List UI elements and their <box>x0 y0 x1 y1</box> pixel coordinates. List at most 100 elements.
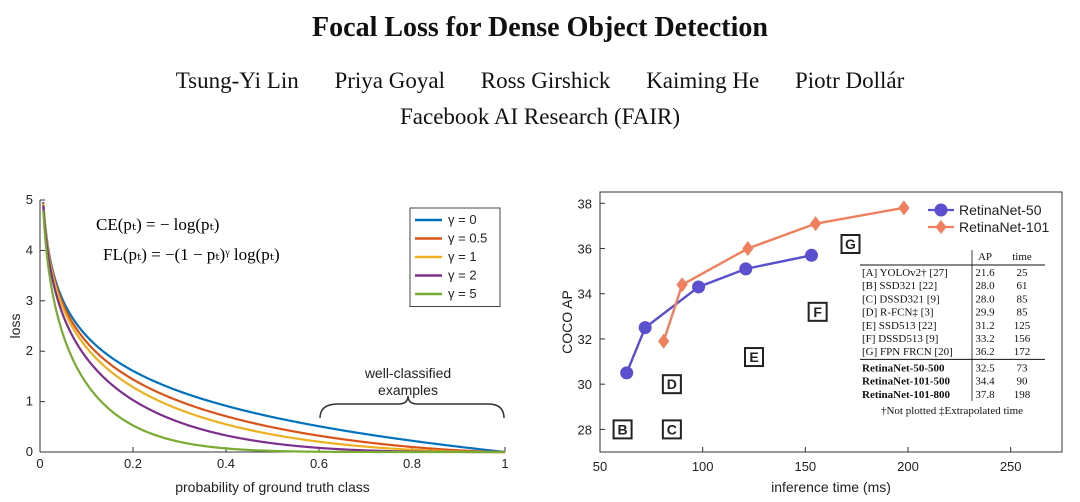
table-method: RetinaNet-50-500 <box>862 362 945 374</box>
method-marker-box <box>840 234 861 254</box>
table-method: [D] R-FCN‡ [3] <box>862 307 934 319</box>
table-time: 156 <box>1014 333 1031 345</box>
affiliation: Facebook AI Research (FAIR) <box>400 104 680 129</box>
loss-chart: CE(pₜ) = − log(pₜ) FL(pₜ) = −(1 − pₜ)ᵞ l… <box>96 215 505 419</box>
table-ap: 28.0 <box>975 293 995 305</box>
table-header: time <box>1012 251 1032 263</box>
x-tick-label: 0.6 <box>310 456 328 471</box>
legend-label: RetinaNet-101 <box>959 219 1049 235</box>
table-ap: 32.5 <box>975 362 995 374</box>
annotation-line1: well-classified <box>364 365 451 381</box>
y-tick-label: 1 <box>26 394 33 409</box>
legend-marker <box>934 203 948 217</box>
method-marker-box <box>807 301 828 322</box>
table-method: [A] YOLOv2† [27] <box>862 267 948 279</box>
loss-curve <box>42 210 505 454</box>
data-point <box>620 366 634 380</box>
data-point <box>742 241 754 257</box>
loss-plot-area: 0 1 2 3 4 5 0 0.2 0.4 0.6 0.8 1 probability of groun… <box>7 192 509 495</box>
author-name: Ross Girshick <box>480 68 611 93</box>
y-tick-label: 36 <box>578 242 592 257</box>
author-list: Tsung-Yi Lin Priya Goyal Ross Girshick K… <box>0 68 1080 94</box>
data-point <box>898 200 910 216</box>
table-ap: 34.4 <box>975 376 995 388</box>
method-marker-box <box>744 347 764 368</box>
table-ap: 28.0 <box>975 280 995 292</box>
data-point <box>676 277 688 293</box>
x-tick-label: 250 <box>1000 459 1022 474</box>
y-axis-label: loss <box>7 314 23 339</box>
series-line <box>625 254 812 374</box>
x-axis-label: probability of ground truth class <box>175 479 370 495</box>
table-method: RetinaNet-101-800 <box>862 389 950 401</box>
loss-curve <box>42 201 506 454</box>
table-method: [F] DSSD513 [9] <box>862 333 938 345</box>
fl-equation: FL(pₜ) = −(1 − pₜ)ᵞ log(pₜ) <box>103 245 280 264</box>
table-time: 198 <box>1014 389 1031 401</box>
method-marker-box <box>661 419 682 440</box>
data-point <box>692 280 706 294</box>
table-ap: 29.9 <box>975 307 995 319</box>
data-point <box>638 321 652 335</box>
ce-equation: CE(pₜ) = − log(pₜ) <box>96 215 219 234</box>
y-tick-label: 38 <box>578 196 592 211</box>
x-tick-label: 0 <box>36 456 43 471</box>
table-time: 125 <box>1014 320 1031 332</box>
y-tick-label: 0 <box>26 444 33 459</box>
x-axis-label: inference time (ms) <box>771 479 891 495</box>
paper-title: Focal Loss for Dense Object Detection <box>312 12 768 43</box>
method-marker-label: B <box>618 421 628 437</box>
legend-label: γ = 0 <box>448 212 477 227</box>
legend-label: γ = 5 <box>448 286 477 301</box>
y-tick-label: 34 <box>578 287 592 302</box>
method-marker-label: D <box>667 376 677 392</box>
loss-curve <box>42 202 506 454</box>
data-point <box>804 248 818 262</box>
method-marker-label: C <box>667 421 677 437</box>
table-ap: 31.2 <box>975 320 994 332</box>
table-time: 85 <box>1017 307 1029 319</box>
legend-label: γ = 0.5 <box>448 231 487 246</box>
table-method: [G] FPN FRCN [20] <box>862 346 953 358</box>
annotation-line2: examples <box>378 382 438 398</box>
loss-curve <box>42 203 505 454</box>
x-tick-label: 200 <box>897 459 919 474</box>
data-point <box>809 216 822 232</box>
legend-label: RetinaNet-50 <box>959 202 1042 218</box>
plot-frame <box>599 191 1063 453</box>
x-tick-label: 0.8 <box>403 456 421 471</box>
y-tick-label: 4 <box>26 242 33 257</box>
y-tick-label: 32 <box>578 332 592 347</box>
y-tick-label: 3 <box>26 293 33 308</box>
annotation-brace <box>319 395 505 419</box>
table-method: [E] SSD513 [22] <box>862 320 937 332</box>
table-ap: 36.2 <box>975 346 994 358</box>
x-tick-label: 150 <box>794 459 816 474</box>
x-tick-label: 0.2 <box>124 456 142 471</box>
legend-label: γ = 1 <box>448 249 477 264</box>
table-ap: 21.6 <box>975 267 995 279</box>
table-method: [C] DSSD321 [9] <box>862 293 940 305</box>
author-name: Tsung-Yi Lin <box>175 68 299 93</box>
y-axis-label: COCO AP <box>559 290 575 354</box>
x-tick-label: 100 <box>692 459 714 474</box>
method-marker-label: G <box>845 236 856 252</box>
table-method: RetinaNet-101-500 <box>862 376 950 388</box>
author-name: Kaiming He <box>646 68 760 93</box>
table-time: 25 <box>1017 267 1029 279</box>
table-time: 61 <box>1017 280 1028 292</box>
legend-marker <box>935 220 947 234</box>
method-marker-label: F <box>813 304 822 320</box>
table-method: [B] SSD321 [22] <box>862 280 937 292</box>
table-ap: 37.8 <box>975 389 995 401</box>
speed-accuracy-plot-area: 28 30 32 34 36 38 50 100 150 200 250 inference time… <box>559 191 1063 495</box>
table-time: 172 <box>1014 346 1031 358</box>
table-time: 73 <box>1017 362 1029 374</box>
data-point <box>739 262 753 276</box>
method-marker-box <box>661 374 682 395</box>
legend-label: γ = 2 <box>448 268 477 283</box>
x-tick-label: 1 <box>501 456 508 471</box>
y-tick-label: 28 <box>578 422 592 437</box>
y-tick-label: 2 <box>26 343 33 358</box>
